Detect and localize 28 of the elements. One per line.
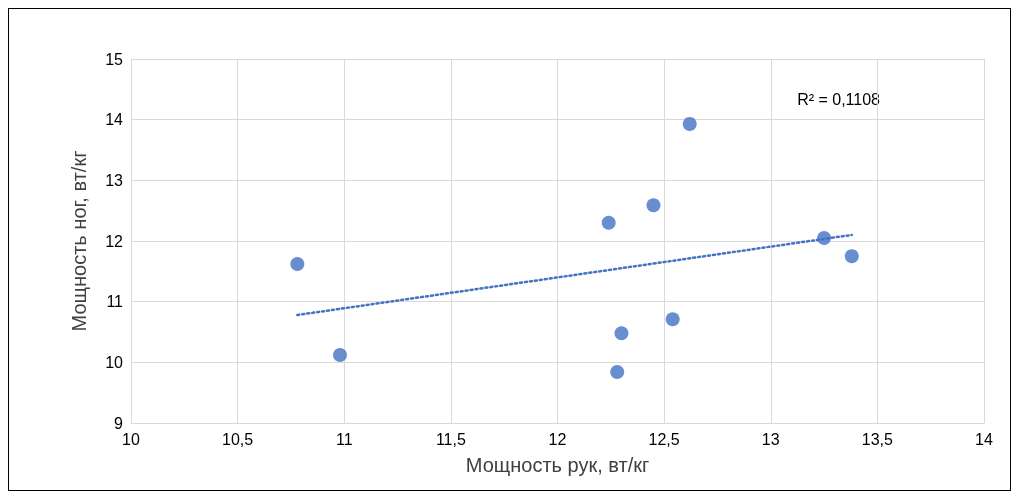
- y-tick-label: 15: [105, 50, 124, 68]
- x-tick-label: 11,5: [435, 430, 466, 448]
- y-tick-label: 10: [105, 353, 124, 371]
- x-tick-label: 10,5: [222, 430, 254, 448]
- point: [682, 116, 697, 131]
- x-tick-label: 14: [975, 430, 993, 448]
- point: [601, 215, 616, 230]
- x-tick-label: 13,5: [861, 430, 894, 448]
- x-tick-label: 10: [122, 430, 140, 448]
- y-tick-label: 13: [105, 171, 124, 189]
- y-tick-label: 14: [105, 111, 124, 129]
- y-tick-label: 11: [106, 293, 124, 311]
- point: [333, 348, 347, 363]
- annotation: R² = 0,1108: [797, 90, 881, 108]
- y-tick-label: 12: [105, 232, 124, 250]
- x-axis-title: Мощность рук, вт/кг: [465, 454, 650, 476]
- point: [610, 365, 625, 380]
- x-tick-label: 13: [761, 430, 780, 448]
- x-tick-label: 11: [335, 430, 353, 448]
- y-tick-label: 9: [114, 414, 124, 432]
- y-axis-title: Мощность ног, вт/кг: [68, 150, 90, 332]
- point: [844, 249, 859, 264]
- point: [665, 312, 680, 327]
- point: [614, 326, 629, 341]
- x-tick-label: 12: [548, 430, 567, 448]
- x-tick-label: 12,5: [648, 430, 680, 448]
- point: [290, 257, 305, 272]
- point: [646, 198, 661, 213]
